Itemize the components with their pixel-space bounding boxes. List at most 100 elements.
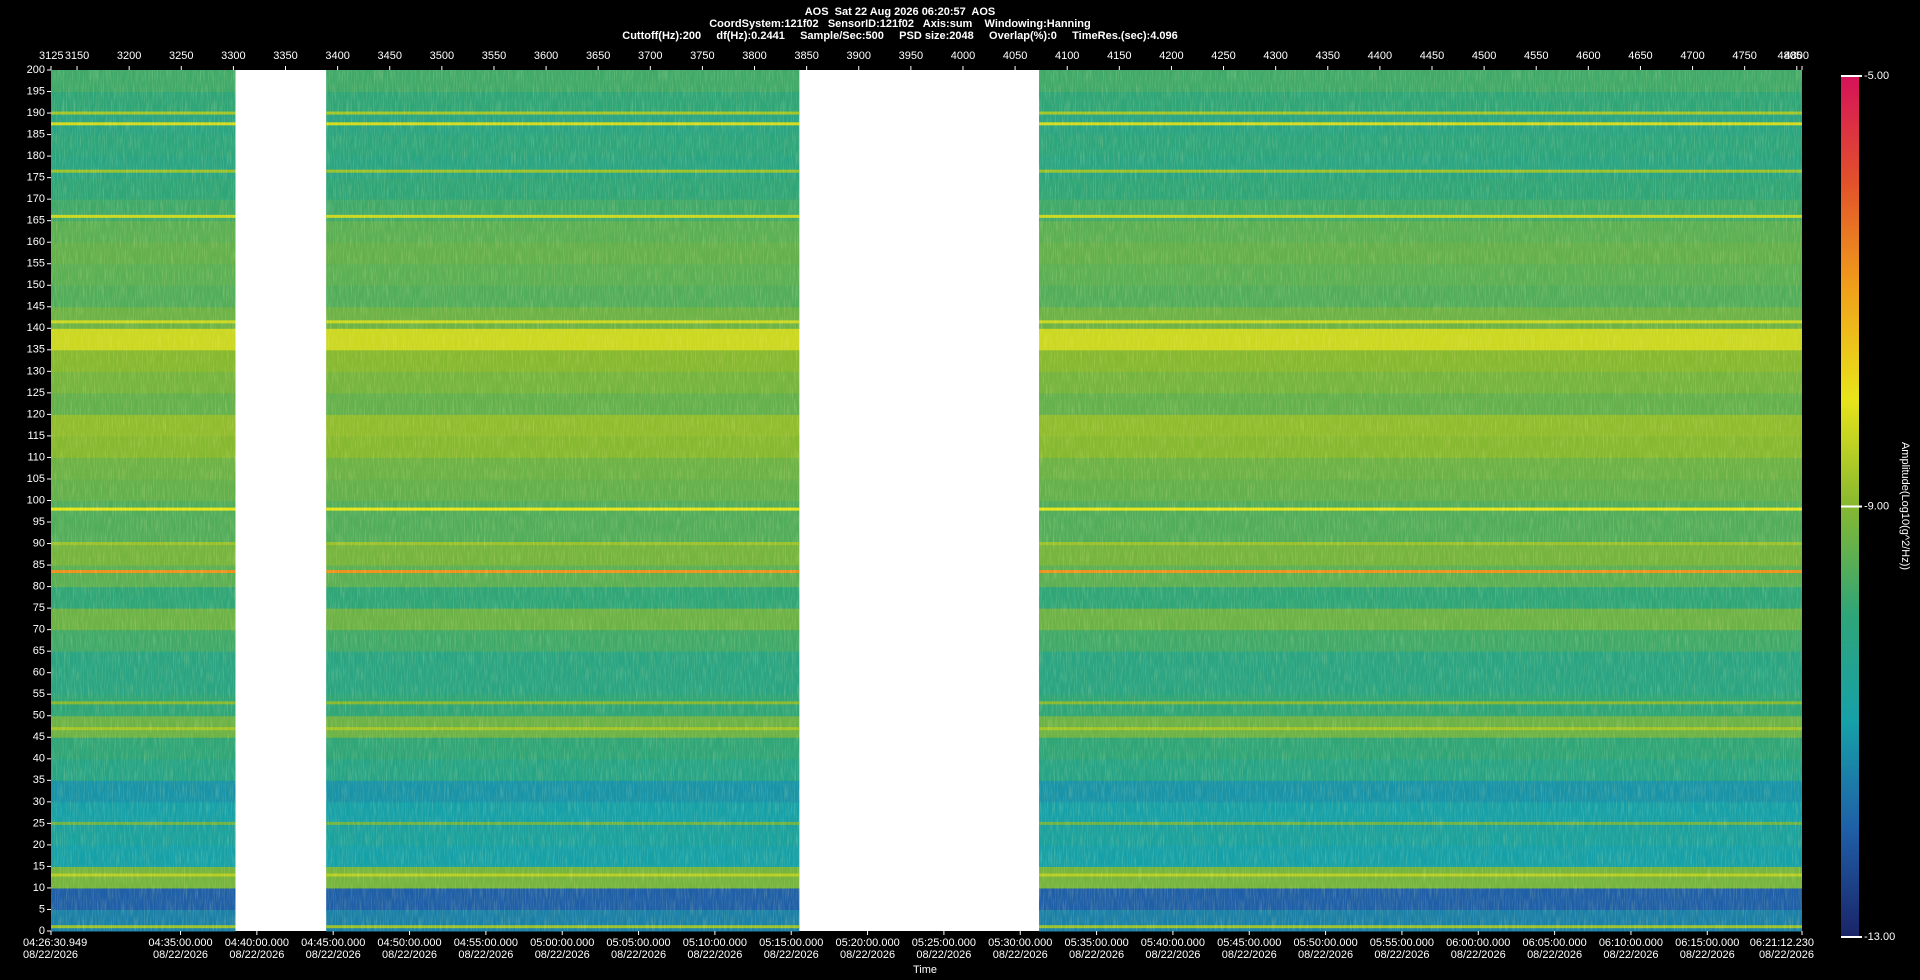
x-tick-label: 3850 xyxy=(794,50,818,62)
x-tick-label: 3800 xyxy=(742,50,766,62)
settings-line: Cuttoff(Hz):200 df(Hz):0.2441 Sample/Sec… xyxy=(622,30,1178,42)
time-tick-label: 05:30:00.000 xyxy=(988,937,1052,949)
time-tick-label: 05:10:00.000 xyxy=(683,937,747,949)
y-tick-label: 55 xyxy=(33,688,45,700)
time-tick-date: 08/22/2026 xyxy=(993,949,1048,961)
x-tick-label: 4150 xyxy=(1107,50,1131,62)
x-tick-label: 4800 xyxy=(1785,50,1809,62)
time-tick-date: 08/22/2026 xyxy=(1527,949,1582,961)
time-tick-label: 04:45:00.000 xyxy=(301,937,365,949)
time-tick-label: 06:21:12.230 xyxy=(1750,937,1814,949)
y-tick-label: 35 xyxy=(33,774,45,786)
time-tick-date: 08/22/2026 xyxy=(23,949,78,961)
x-tick-label: 3400 xyxy=(325,50,349,62)
time-tick-label: 04:26:30.949 xyxy=(23,937,87,949)
time-tick-label: 05:40:00.000 xyxy=(1141,937,1205,949)
x-tick-label: 3550 xyxy=(482,50,506,62)
time-tick-label: 05:55:00.000 xyxy=(1370,937,1434,949)
time-tick-date: 08/22/2026 xyxy=(1374,949,1429,961)
time-tick-date: 08/22/2026 xyxy=(153,949,208,961)
time-tick-date: 08/22/2026 xyxy=(1603,949,1658,961)
x-tick-label: 4300 xyxy=(1263,50,1287,62)
time-tick-date: 08/22/2026 xyxy=(1222,949,1277,961)
x-tick-label: 4000 xyxy=(951,50,975,62)
time-tick-date: 08/22/2026 xyxy=(458,949,513,961)
time-tick-date: 08/22/2026 xyxy=(382,949,437,961)
y-tick-label: 20 xyxy=(33,839,45,851)
x-axis-label: Time xyxy=(913,964,937,976)
y-tick-label: 190 xyxy=(27,107,45,119)
x-tick-label: 4650 xyxy=(1628,50,1652,62)
time-tick-label: 05:45:00.000 xyxy=(1217,937,1281,949)
x-tick-label: 4805 xyxy=(1778,50,1802,62)
y-tick-label: 90 xyxy=(33,537,45,549)
y-tick-label: 80 xyxy=(33,581,45,593)
time-tick-label: 05:20:00.000 xyxy=(835,937,899,949)
y-tick-label: 15 xyxy=(33,860,45,872)
y-tick-label: 0 xyxy=(39,925,45,937)
time-tick-label: 06:00:00.000 xyxy=(1446,937,1510,949)
texture xyxy=(1039,70,1802,931)
time-tick-label: 05:50:00.000 xyxy=(1293,937,1357,949)
colorbar-tick-label: -9.00 xyxy=(1864,500,1889,512)
y-tick-label: 130 xyxy=(27,365,45,377)
y-tick-label: 30 xyxy=(33,796,45,808)
time-tick-date: 08/22/2026 xyxy=(764,949,819,961)
y-tick-label: 105 xyxy=(27,473,45,485)
time-tick-label: 06:15:00.000 xyxy=(1675,937,1739,949)
x-tick-label: 3350 xyxy=(273,50,297,62)
x-tick-label: 3650 xyxy=(586,50,610,62)
time-tick-label: 05:00:00.000 xyxy=(530,937,594,949)
x-tick-label: 4450 xyxy=(1420,50,1444,62)
y-tick-label: 140 xyxy=(27,322,45,334)
y-tick-label: 155 xyxy=(27,258,45,270)
time-tick-date: 08/22/2026 xyxy=(229,949,284,961)
y-tick-label: 70 xyxy=(33,624,45,636)
y-tick-label: 100 xyxy=(27,494,45,506)
y-tick-label: 125 xyxy=(27,387,45,399)
x-tick-label: 4550 xyxy=(1524,50,1548,62)
y-tick-label: 75 xyxy=(33,602,45,614)
colorbar-tick-label: -5.00 xyxy=(1864,70,1889,82)
time-tick-date: 08/22/2026 xyxy=(1759,949,1814,961)
y-tick-label: 85 xyxy=(33,559,45,571)
x-tick-label: 4350 xyxy=(1316,50,1340,62)
time-tick-date: 08/22/2026 xyxy=(1298,949,1353,961)
x-tick-label: 4400 xyxy=(1368,50,1392,62)
x-tick-label: 3700 xyxy=(638,50,662,62)
y-tick-label: 180 xyxy=(27,150,45,162)
x-tick-label: 3950 xyxy=(899,50,923,62)
x-tick-label: 4750 xyxy=(1732,50,1756,62)
texture xyxy=(326,70,800,931)
y-tick-label: 145 xyxy=(27,301,45,313)
colorbar-label: Amplitude(Log10(g^2/Hz)) xyxy=(1899,442,1911,570)
time-tick-label: 05:25:00.000 xyxy=(912,937,976,949)
y-tick-label: 175 xyxy=(27,172,45,184)
y-tick-label: 50 xyxy=(33,710,45,722)
x-tick-label: 4050 xyxy=(1003,50,1027,62)
time-tick-date: 08/22/2026 xyxy=(1069,949,1124,961)
subtitle: CoordSystem:121f02 SensorID:121f02 Axis:… xyxy=(709,18,1091,30)
time-tick-label: 05:35:00.000 xyxy=(1064,937,1128,949)
x-tick-label: 3125 xyxy=(39,50,63,62)
y-tick-label: 170 xyxy=(27,193,45,205)
time-tick-date: 08/22/2026 xyxy=(535,949,590,961)
y-tick-label: 150 xyxy=(27,279,45,291)
time-tick-date: 08/22/2026 xyxy=(840,949,895,961)
x-tick-label: 3900 xyxy=(847,50,871,62)
time-tick-label: 05:15:00.000 xyxy=(759,937,823,949)
time-tick-date: 08/22/2026 xyxy=(687,949,742,961)
x-tick-label: 3200 xyxy=(117,50,141,62)
time-tick-label: 04:50:00.000 xyxy=(377,937,441,949)
y-tick-label: 110 xyxy=(27,451,45,463)
y-tick-label: 65 xyxy=(33,645,45,657)
x-tick-label: 4600 xyxy=(1576,50,1600,62)
time-tick-date: 08/22/2026 xyxy=(916,949,971,961)
x-tick-label: 4500 xyxy=(1472,50,1496,62)
x-tick-label: 3750 xyxy=(690,50,714,62)
time-tick-date: 08/22/2026 xyxy=(1680,949,1735,961)
y-tick-label: 165 xyxy=(27,215,45,227)
y-tick-label: 200 xyxy=(27,64,45,76)
y-tick-label: 95 xyxy=(33,516,45,528)
time-tick-label: 06:10:00.000 xyxy=(1599,937,1663,949)
